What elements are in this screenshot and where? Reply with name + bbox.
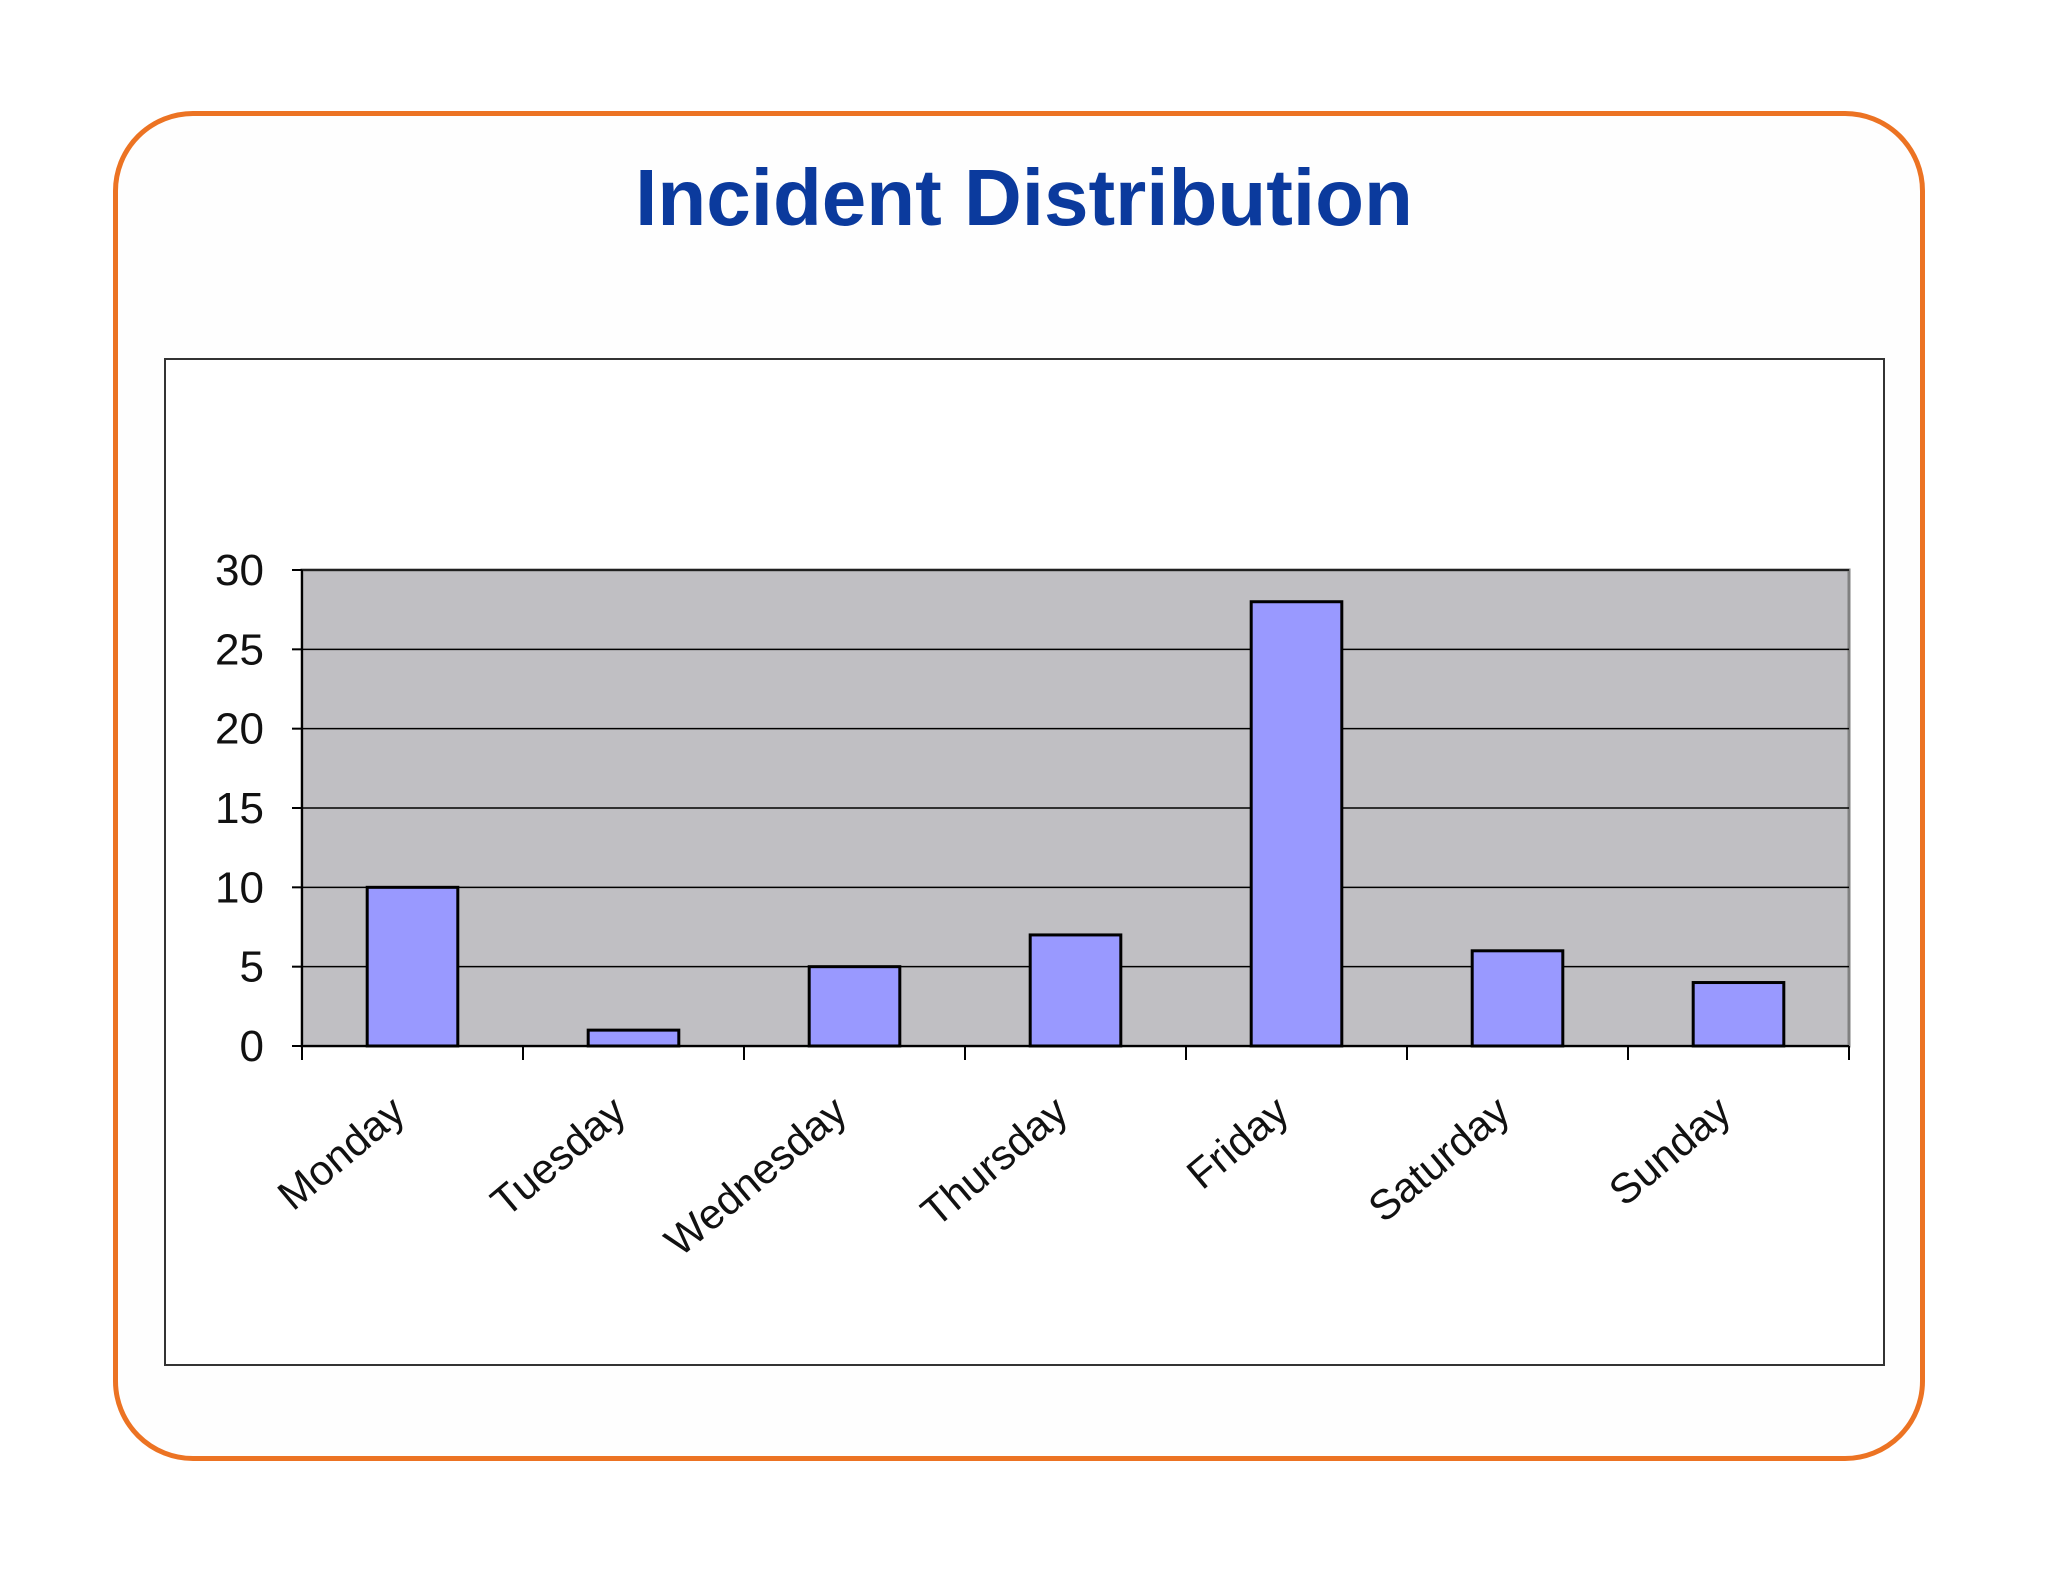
- y-tick-label: 15: [215, 784, 264, 833]
- y-tick-label: 5: [240, 943, 264, 992]
- bar-sunday: [1691, 981, 1786, 1048]
- y-tick-label: 20: [215, 705, 264, 754]
- y-tick-label: 30: [215, 546, 264, 595]
- x-category-label: Friday: [1178, 1087, 1298, 1198]
- y-tick-label: 10: [215, 863, 264, 912]
- x-category-label: Sunday: [1600, 1087, 1739, 1215]
- x-category-label: Tuesday: [482, 1087, 634, 1226]
- x-category-label: Saturday: [1359, 1087, 1518, 1231]
- x-category-label: Monday: [269, 1087, 414, 1219]
- slide-title: Incident Distribution: [635, 153, 1413, 242]
- y-tick-label: 25: [215, 625, 264, 674]
- bar-saturday: [1470, 949, 1565, 1048]
- x-category-label: Thursday: [912, 1087, 1076, 1236]
- bar-thursday: [1028, 933, 1123, 1048]
- x-category-label: Wednesday: [656, 1087, 856, 1265]
- bar-monday: [365, 885, 460, 1048]
- bar-wednesday: [807, 965, 902, 1048]
- bar-friday: [1249, 600, 1344, 1048]
- bar-tuesday: [586, 1028, 681, 1048]
- y-tick-label: 0: [240, 1022, 264, 1071]
